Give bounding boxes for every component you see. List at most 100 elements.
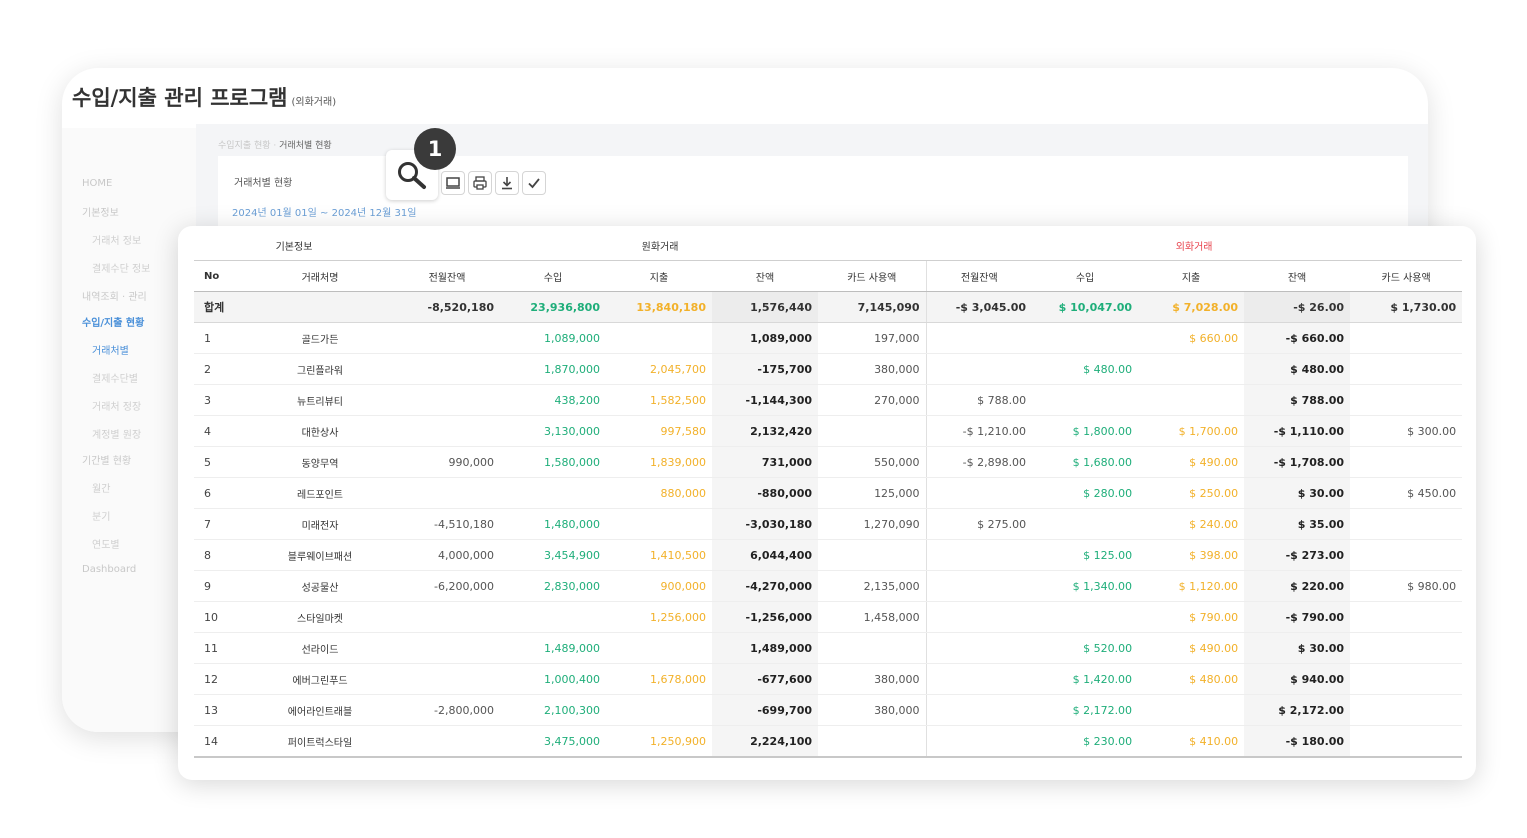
table-row[interactable]: 8 블루웨이브패션 4,000,000 3,454,900 1,410,500 6,044… (194, 539, 1463, 571)
cell-no: 12 (194, 663, 246, 695)
cell-name: 성공물산 (246, 570, 394, 602)
sidebar-item-by-partner[interactable]: 거래처별 (92, 346, 129, 357)
cell-krw-income: 1,489,000 (500, 632, 606, 664)
group-fx: 외화거래 (926, 230, 1463, 261)
download-icon (502, 177, 512, 190)
table-row[interactable]: 10 스타일마켓 1,256,000 -1,256,000 1,458,000 $ 790… (194, 601, 1463, 633)
cell-krw-income: 438,200 (500, 384, 606, 416)
cell-krw-card: 380,000 (818, 353, 927, 385)
sidebar-item-partner-ledger[interactable]: 거래처 정장 (92, 402, 142, 413)
cell-fx-balance: -$ 180.00 (1244, 725, 1351, 758)
cell-fx-card (1350, 322, 1463, 354)
cell-krw-balance: 2,132,420 (712, 415, 818, 447)
cell-krw-balance: -3,030,180 (712, 508, 818, 540)
table-row[interactable]: 13 에어라인트래블 -2,800,000 2,100,300 -699,700 380,… (194, 694, 1463, 726)
view-button[interactable] (441, 171, 465, 195)
panel-title: 거래처별 현황 (234, 178, 293, 189)
sidebar-item-partner-info[interactable]: 거래처 정보 (92, 236, 142, 247)
cell-fx-income: $ 2,172.00 (1032, 694, 1139, 726)
table-row[interactable]: 4 대한상사 3,130,000 997,580 2,132,420 -$ 1,210.0… (194, 415, 1463, 447)
cell-krw-card (818, 415, 927, 447)
cell-no: 9 (194, 570, 246, 602)
col-krw-card[interactable]: 카드 사용액 (818, 260, 927, 292)
cell-fx-prev (925, 601, 1033, 633)
table-row[interactable]: 11 선라이드 1,489,000 1,489,000 $ 520.00 $ 490.00… (194, 632, 1463, 664)
step-badge: 1 (414, 128, 456, 170)
cell-fx-prev (925, 353, 1033, 385)
cell-krw-balance: -4,270,000 (712, 570, 818, 602)
cell-krw-prev (394, 725, 500, 758)
col-krw-balance[interactable]: 잔액 (712, 260, 818, 292)
download-button[interactable] (495, 171, 519, 195)
cell-fx-expense (1138, 353, 1245, 385)
total-fx-expense: $ 7,028.00 (1138, 291, 1245, 323)
cell-fx-income: $ 280.00 (1032, 477, 1139, 509)
cell-krw-balance: -1,256,000 (712, 601, 818, 633)
cell-fx-income (1032, 601, 1139, 633)
date-range[interactable]: 2024년 01월 01일 ~ 2024년 12월 31일 (232, 208, 417, 219)
app-title: 수입/지출 관리 프로그램 (외화거래) (72, 82, 336, 112)
cell-fx-balance: -$ 273.00 (1244, 539, 1351, 571)
col-no[interactable]: No (194, 260, 246, 292)
col-partner-name[interactable]: 거래처명 (246, 260, 394, 292)
sidebar-item-home[interactable]: HOME (82, 178, 113, 189)
cell-fx-card: $ 450.00 (1350, 477, 1463, 509)
col-fx-balance[interactable]: 잔액 (1244, 260, 1351, 292)
cell-krw-prev: -2,800,000 (394, 694, 500, 726)
cell-krw-card (818, 539, 927, 571)
confirm-button[interactable] (522, 171, 546, 195)
cell-krw-card (818, 632, 927, 664)
cell-krw-expense: 2,045,700 (606, 353, 712, 385)
table-row[interactable]: 6 레드포인트 880,000 -880,000 125,000 $ 280.00 $ 25… (194, 477, 1463, 509)
table-row[interactable]: 12 에버그린푸드 1,000,400 1,678,000 -677,600 380,00… (194, 663, 1463, 695)
table-row[interactable]: 1 골드가든 1,089,000 1,089,000 197,000 $ 660.00 -$… (194, 322, 1463, 354)
sidebar-item-dashboard[interactable]: Dashboard (82, 564, 137, 575)
cell-fx-income: $ 1,680.00 (1032, 446, 1139, 478)
ledger-body: 합계 -8,520,180 23,936,800 13,840,180 1,57… (194, 291, 1463, 758)
cell-krw-income: 1,000,400 (500, 663, 606, 695)
table-row[interactable]: 5 동양무역 990,000 1,580,000 1,839,000 731,000 550… (194, 446, 1463, 478)
cell-krw-prev: -6,200,000 (394, 570, 500, 602)
sidebar-item-income-expense[interactable]: 수입/지출 현황 (82, 318, 145, 329)
cell-krw-balance: -699,700 (712, 694, 818, 726)
sidebar-item-monthly[interactable]: 월간 (92, 484, 111, 495)
col-krw-expense[interactable]: 지출 (606, 260, 712, 292)
breadcrumb-parent[interactable]: 수입지출 현황 · (218, 141, 277, 151)
col-fx-expense[interactable]: 지출 (1138, 260, 1245, 292)
sidebar-item-by-payment[interactable]: 결제수단별 (92, 374, 138, 385)
table-row[interactable]: 14 퍼이트럭스타일 3,475,000 1,250,900 2,224,100 $ 23… (194, 725, 1463, 758)
total-name (246, 291, 394, 323)
col-fx-card[interactable]: 카드 사용액 (1350, 260, 1463, 292)
table-row[interactable]: 9 성공물산 -6,200,000 2,830,000 900,000 -4,270,00… (194, 570, 1463, 602)
cell-fx-prev (925, 663, 1033, 695)
table-row[interactable]: 3 뉴트리뷰티 438,200 1,582,500 -1,144,300 270,000 $… (194, 384, 1463, 416)
cell-fx-card (1350, 725, 1463, 758)
cell-fx-expense: $ 790.00 (1138, 601, 1245, 633)
cell-krw-prev (394, 663, 500, 695)
sidebar-item-account-ledger[interactable]: 계정별 원장 (92, 430, 142, 441)
cell-fx-income: $ 125.00 (1032, 539, 1139, 571)
cell-name: 스타일마켓 (246, 601, 394, 633)
cell-fx-income: $ 1,800.00 (1032, 415, 1139, 447)
sidebar-item-yearly[interactable]: 연도별 (92, 540, 120, 551)
cell-fx-expense: $ 480.00 (1138, 663, 1245, 695)
check-icon (528, 178, 540, 189)
col-krw-income[interactable]: 수입 (500, 260, 606, 292)
total-row: 합계 -8,520,180 23,936,800 13,840,180 1,57… (194, 291, 1463, 323)
col-krw-prev-balance[interactable]: 전월잔액 (394, 260, 500, 292)
sidebar-item-quarterly[interactable]: 분기 (92, 512, 111, 523)
col-fx-prev-balance[interactable]: 전월잔액 (925, 260, 1033, 292)
sidebar-item-basic-info[interactable]: 기본정보 (82, 208, 119, 219)
sidebar-item-history[interactable]: 내역조회 · 관리 (82, 292, 147, 303)
table-row[interactable]: 2 그린플라워 1,870,000 2,045,700 -175,700 380,000 $… (194, 353, 1463, 385)
print-button[interactable] (468, 171, 492, 195)
sidebar-item-period[interactable]: 기간별 현황 (82, 456, 132, 467)
sidebar-item-payment-info[interactable]: 결제수단 정보 (92, 264, 151, 275)
col-fx-income[interactable]: 수입 (1032, 260, 1139, 292)
table-row[interactable]: 7 미래전자 -4,510,180 1,480,000 -3,030,180 1,270,… (194, 508, 1463, 540)
cell-fx-balance: $ 220.00 (1244, 570, 1351, 602)
cell-krw-card: 125,000 (818, 477, 927, 509)
cell-no: 10 (194, 601, 246, 633)
cell-krw-income (500, 477, 606, 509)
cell-fx-prev (925, 632, 1033, 664)
